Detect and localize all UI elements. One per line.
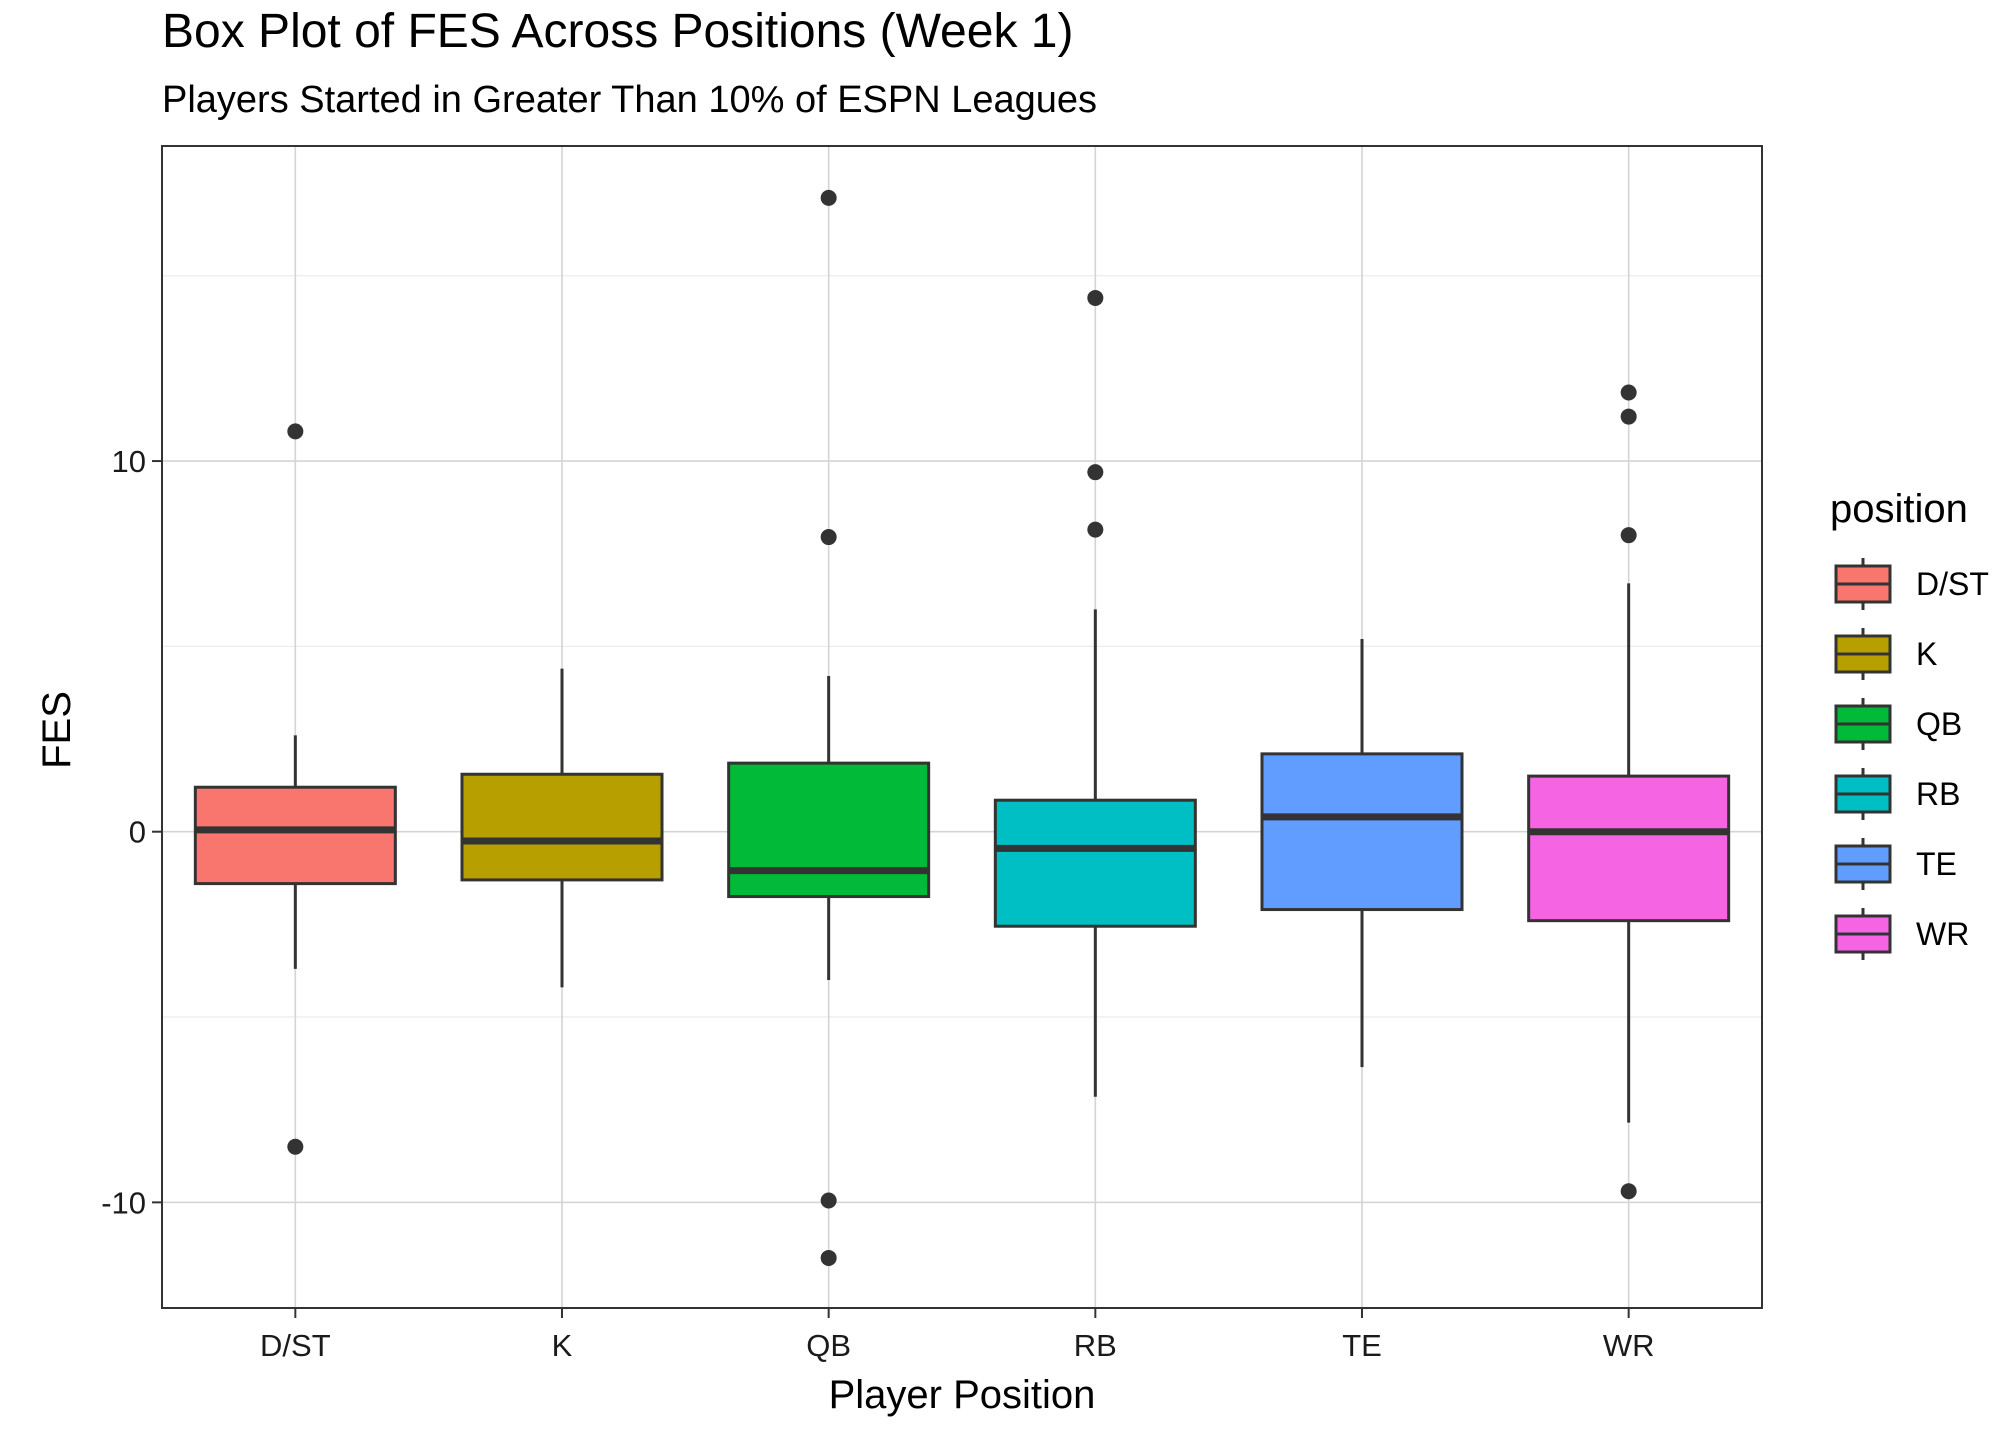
outlier-point	[287, 423, 304, 440]
outlier-point	[1620, 384, 1637, 401]
legend-item: RB	[1834, 768, 1960, 820]
box-iqr	[993, 798, 1197, 928]
outlier-point	[1087, 521, 1104, 538]
plot-panel	[162, 146, 1762, 1308]
box-series	[193, 189, 1731, 1266]
legend-label: TE	[1916, 846, 1957, 882]
outlier-point	[1620, 527, 1637, 544]
box-iqr	[460, 772, 664, 882]
box-iqr	[1260, 752, 1464, 912]
box-group-qb	[727, 189, 931, 1266]
box-iqr	[193, 785, 397, 886]
outlier-point	[1620, 408, 1637, 425]
outlier-point	[287, 1138, 304, 1155]
legend-label: WR	[1916, 916, 1969, 952]
plot-panel-border	[161, 145, 1763, 1309]
chart-title: Box Plot of FES Across Positions (Week 1…	[162, 5, 1073, 58]
legend-label: QB	[1916, 706, 1962, 742]
legend-label: RB	[1916, 776, 1960, 812]
outlier-point	[1620, 1183, 1637, 1200]
outlier-point	[1087, 464, 1104, 481]
legend-label: K	[1916, 636, 1937, 672]
y-tick-label: 0	[129, 815, 146, 850]
y-axis-title: FES	[35, 691, 79, 769]
legend-label: D/ST	[1916, 566, 1989, 602]
outlier-point	[820, 1249, 837, 1266]
outlier-point	[820, 1192, 837, 1209]
legend-item: WR	[1834, 908, 1969, 960]
outlier-point	[820, 529, 837, 546]
box-group-k	[460, 668, 664, 988]
box-iqr	[727, 761, 931, 899]
x-tick-label: K	[552, 1328, 573, 1363]
legend-title: position	[1830, 487, 1968, 531]
legend-item: TE	[1834, 838, 1957, 890]
x-tick-label: TE	[1342, 1328, 1382, 1363]
outlier-point	[820, 189, 837, 206]
outlier-point	[1087, 289, 1104, 306]
box-group-te	[1260, 638, 1464, 1068]
box-group-wr	[1527, 384, 1731, 1200]
x-tick-label: QB	[806, 1328, 851, 1363]
y-tick-label: 10	[112, 444, 146, 479]
box-group-rb	[993, 289, 1197, 1097]
x-axis-title: Player Position	[829, 1373, 1096, 1417]
x-tick-label: RB	[1074, 1328, 1117, 1363]
y-axis: -10 0 10	[101, 444, 162, 1220]
y-tick-label: -10	[101, 1185, 146, 1220]
chart-subtitle: Players Started in Greater Than 10% of E…	[162, 79, 1097, 121]
legend-item: K	[1834, 628, 1937, 680]
x-tick-label: D/ST	[260, 1328, 331, 1363]
box-iqr	[1527, 774, 1731, 923]
x-tick-label: WR	[1603, 1328, 1655, 1363]
box-group-dst	[193, 423, 397, 1155]
legend-item: QB	[1834, 698, 1962, 750]
legend-item: D/ST	[1834, 558, 1989, 610]
x-axis: D/ST K QB RB TE WR	[260, 1308, 1654, 1363]
legend: position D/ST K QB RB TE WR	[1830, 487, 1989, 960]
plot-grid	[162, 146, 1762, 1308]
